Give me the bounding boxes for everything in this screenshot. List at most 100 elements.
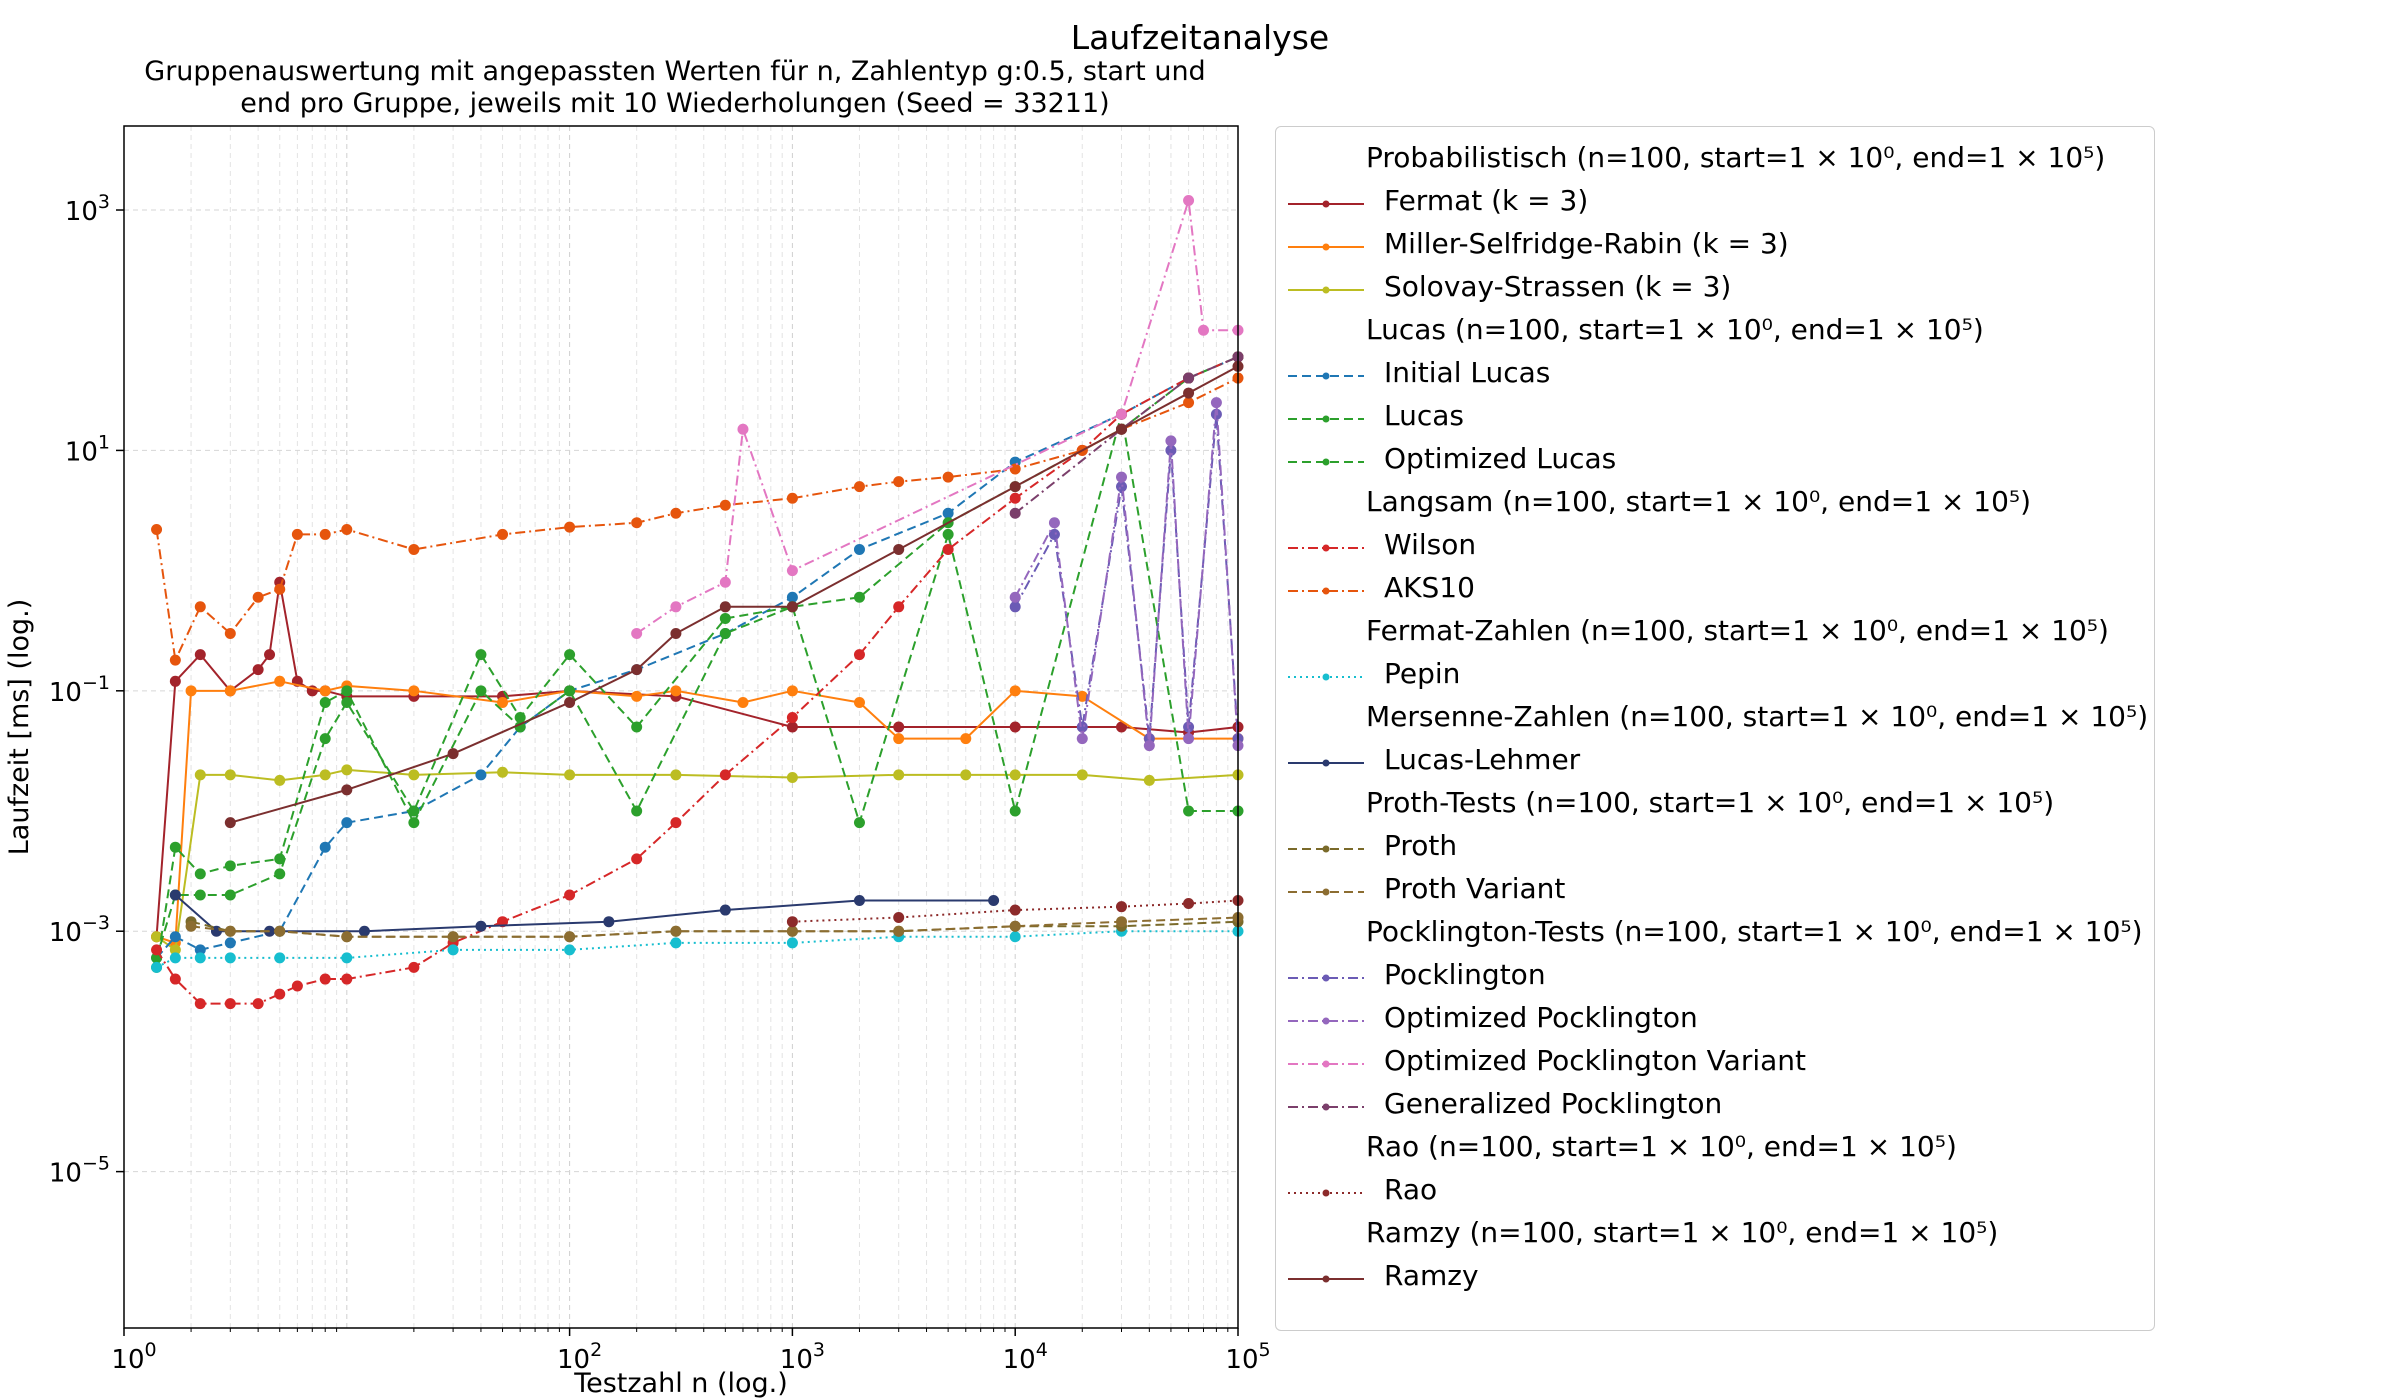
data-point — [194, 889, 206, 901]
data-point — [1116, 916, 1128, 928]
data-point — [224, 769, 236, 781]
grid — [123, 126, 1238, 1328]
data-point — [319, 733, 331, 745]
series-line — [1014, 413, 1239, 740]
data-point — [631, 690, 643, 702]
data-point — [853, 696, 865, 708]
data-point — [719, 576, 731, 588]
data-point — [1009, 721, 1021, 733]
legend-entry: Pepin — [1276, 657, 2156, 697]
legend-entry: Miller-Selfridge-Rabin (k = 3) — [1276, 227, 2156, 267]
data-point — [319, 841, 331, 853]
legend-swatch-marker — [1322, 286, 1330, 294]
data-point — [942, 543, 954, 555]
data-point — [274, 988, 286, 1000]
data-point — [1048, 517, 1060, 529]
plot-area: 100 102 103 104 105 10−5 10−3 10−1 101 103 Testza… — [4, 125, 1270, 1399]
series-line — [1014, 401, 1239, 747]
legend: Probabilistisch (n=100, start=1 × 10⁰, e… — [1275, 126, 2155, 1331]
data-point — [737, 423, 749, 435]
data-point — [475, 920, 487, 932]
data-point — [169, 841, 181, 853]
legend-group-title: Rao (n=100, start=1 × 10⁰, end=1 × 10⁵) — [1366, 1130, 1957, 1163]
data-point — [786, 591, 798, 603]
data-point — [185, 920, 197, 932]
data-point — [1116, 471, 1128, 483]
data-point — [960, 769, 972, 781]
data-point — [1143, 740, 1155, 752]
legend-label: Ramzy — [1384, 1259, 1479, 1292]
tick-label: 105 — [1225, 1339, 1270, 1375]
data-point — [274, 675, 286, 687]
legend-entry: AKS10 — [1276, 571, 2156, 611]
data-point — [194, 998, 206, 1010]
data-point — [194, 601, 206, 613]
legend-swatch — [1288, 1103, 1364, 1111]
data-point — [719, 612, 731, 624]
data-point — [224, 889, 236, 901]
series-lucas-lehmer — [169, 889, 1000, 937]
legend-swatch — [1288, 974, 1364, 982]
data-point — [447, 748, 459, 760]
legend-label: Lucas — [1384, 399, 1464, 432]
legend-entry: Lucas-Lehmer — [1276, 743, 2156, 783]
legend-entry: Optimized Pocklington — [1276, 1001, 2156, 1041]
legend-label: Miller-Selfridge-Rabin (k = 3) — [1384, 227, 1789, 260]
series-line — [174, 894, 994, 933]
legend-swatch — [1288, 415, 1364, 423]
data-point — [719, 627, 731, 639]
data-point — [1009, 591, 1021, 603]
data-point — [358, 925, 370, 937]
data-point — [1009, 769, 1021, 781]
legend-label: Wilson — [1384, 528, 1477, 561]
data-point — [719, 499, 731, 511]
legend-swatch-marker — [1322, 200, 1330, 208]
data-point — [1197, 324, 1209, 336]
legend-label: Pocklington — [1384, 958, 1546, 991]
data-point — [408, 685, 420, 697]
data-point — [151, 931, 163, 943]
legend-swatch-marker — [1322, 587, 1330, 595]
data-point — [1143, 774, 1155, 786]
data-point — [1076, 733, 1088, 745]
subtitle-line-1: Gruppenauswertung mit angepassten Werten… — [144, 56, 1206, 87]
legend-label: Proth Variant — [1384, 872, 1566, 905]
data-point — [1165, 444, 1177, 456]
data-point — [447, 931, 459, 943]
data-point — [670, 685, 682, 697]
data-point — [631, 664, 643, 676]
data-point — [1116, 901, 1128, 913]
legend-swatch-marker — [1322, 888, 1330, 896]
data-point — [564, 649, 576, 661]
data-point — [853, 591, 865, 603]
data-point — [1076, 769, 1088, 781]
y-axis-label: Laufzeit [ms] (log.) — [4, 599, 35, 856]
data-point — [893, 769, 905, 781]
series-line — [155, 355, 1239, 959]
data-point — [631, 805, 643, 817]
data-point — [853, 649, 865, 661]
data-point — [185, 685, 197, 697]
data-point — [786, 492, 798, 504]
series-ramzy — [224, 360, 1244, 829]
series-line — [156, 930, 1238, 969]
data-point — [1076, 690, 1088, 702]
data-point — [475, 769, 487, 781]
legend-swatch-marker — [1322, 458, 1330, 466]
data-point — [893, 912, 905, 924]
data-point — [942, 471, 954, 483]
legend-label: Solovay-Strassen (k = 3) — [1384, 270, 1732, 303]
legend-entry: Proth Variant — [1276, 872, 2156, 912]
data-point — [341, 764, 353, 776]
data-point — [631, 627, 643, 639]
data-point — [786, 937, 798, 949]
data-point — [224, 998, 236, 1010]
legend-entry: Lucas — [1276, 399, 2156, 439]
data-point — [408, 805, 420, 817]
ticks: 100 102 103 104 105 10−5 10−3 10−1 101 103 — [49, 191, 1270, 1375]
legend-entry: Optimized Pocklington Variant — [1276, 1044, 2156, 1084]
legend-entry: Solovay-Strassen (k = 3) — [1276, 270, 2156, 310]
legend-entry: Wilson — [1276, 528, 2156, 568]
legend-label: Initial Lucas — [1384, 356, 1551, 389]
data-point — [274, 952, 286, 964]
